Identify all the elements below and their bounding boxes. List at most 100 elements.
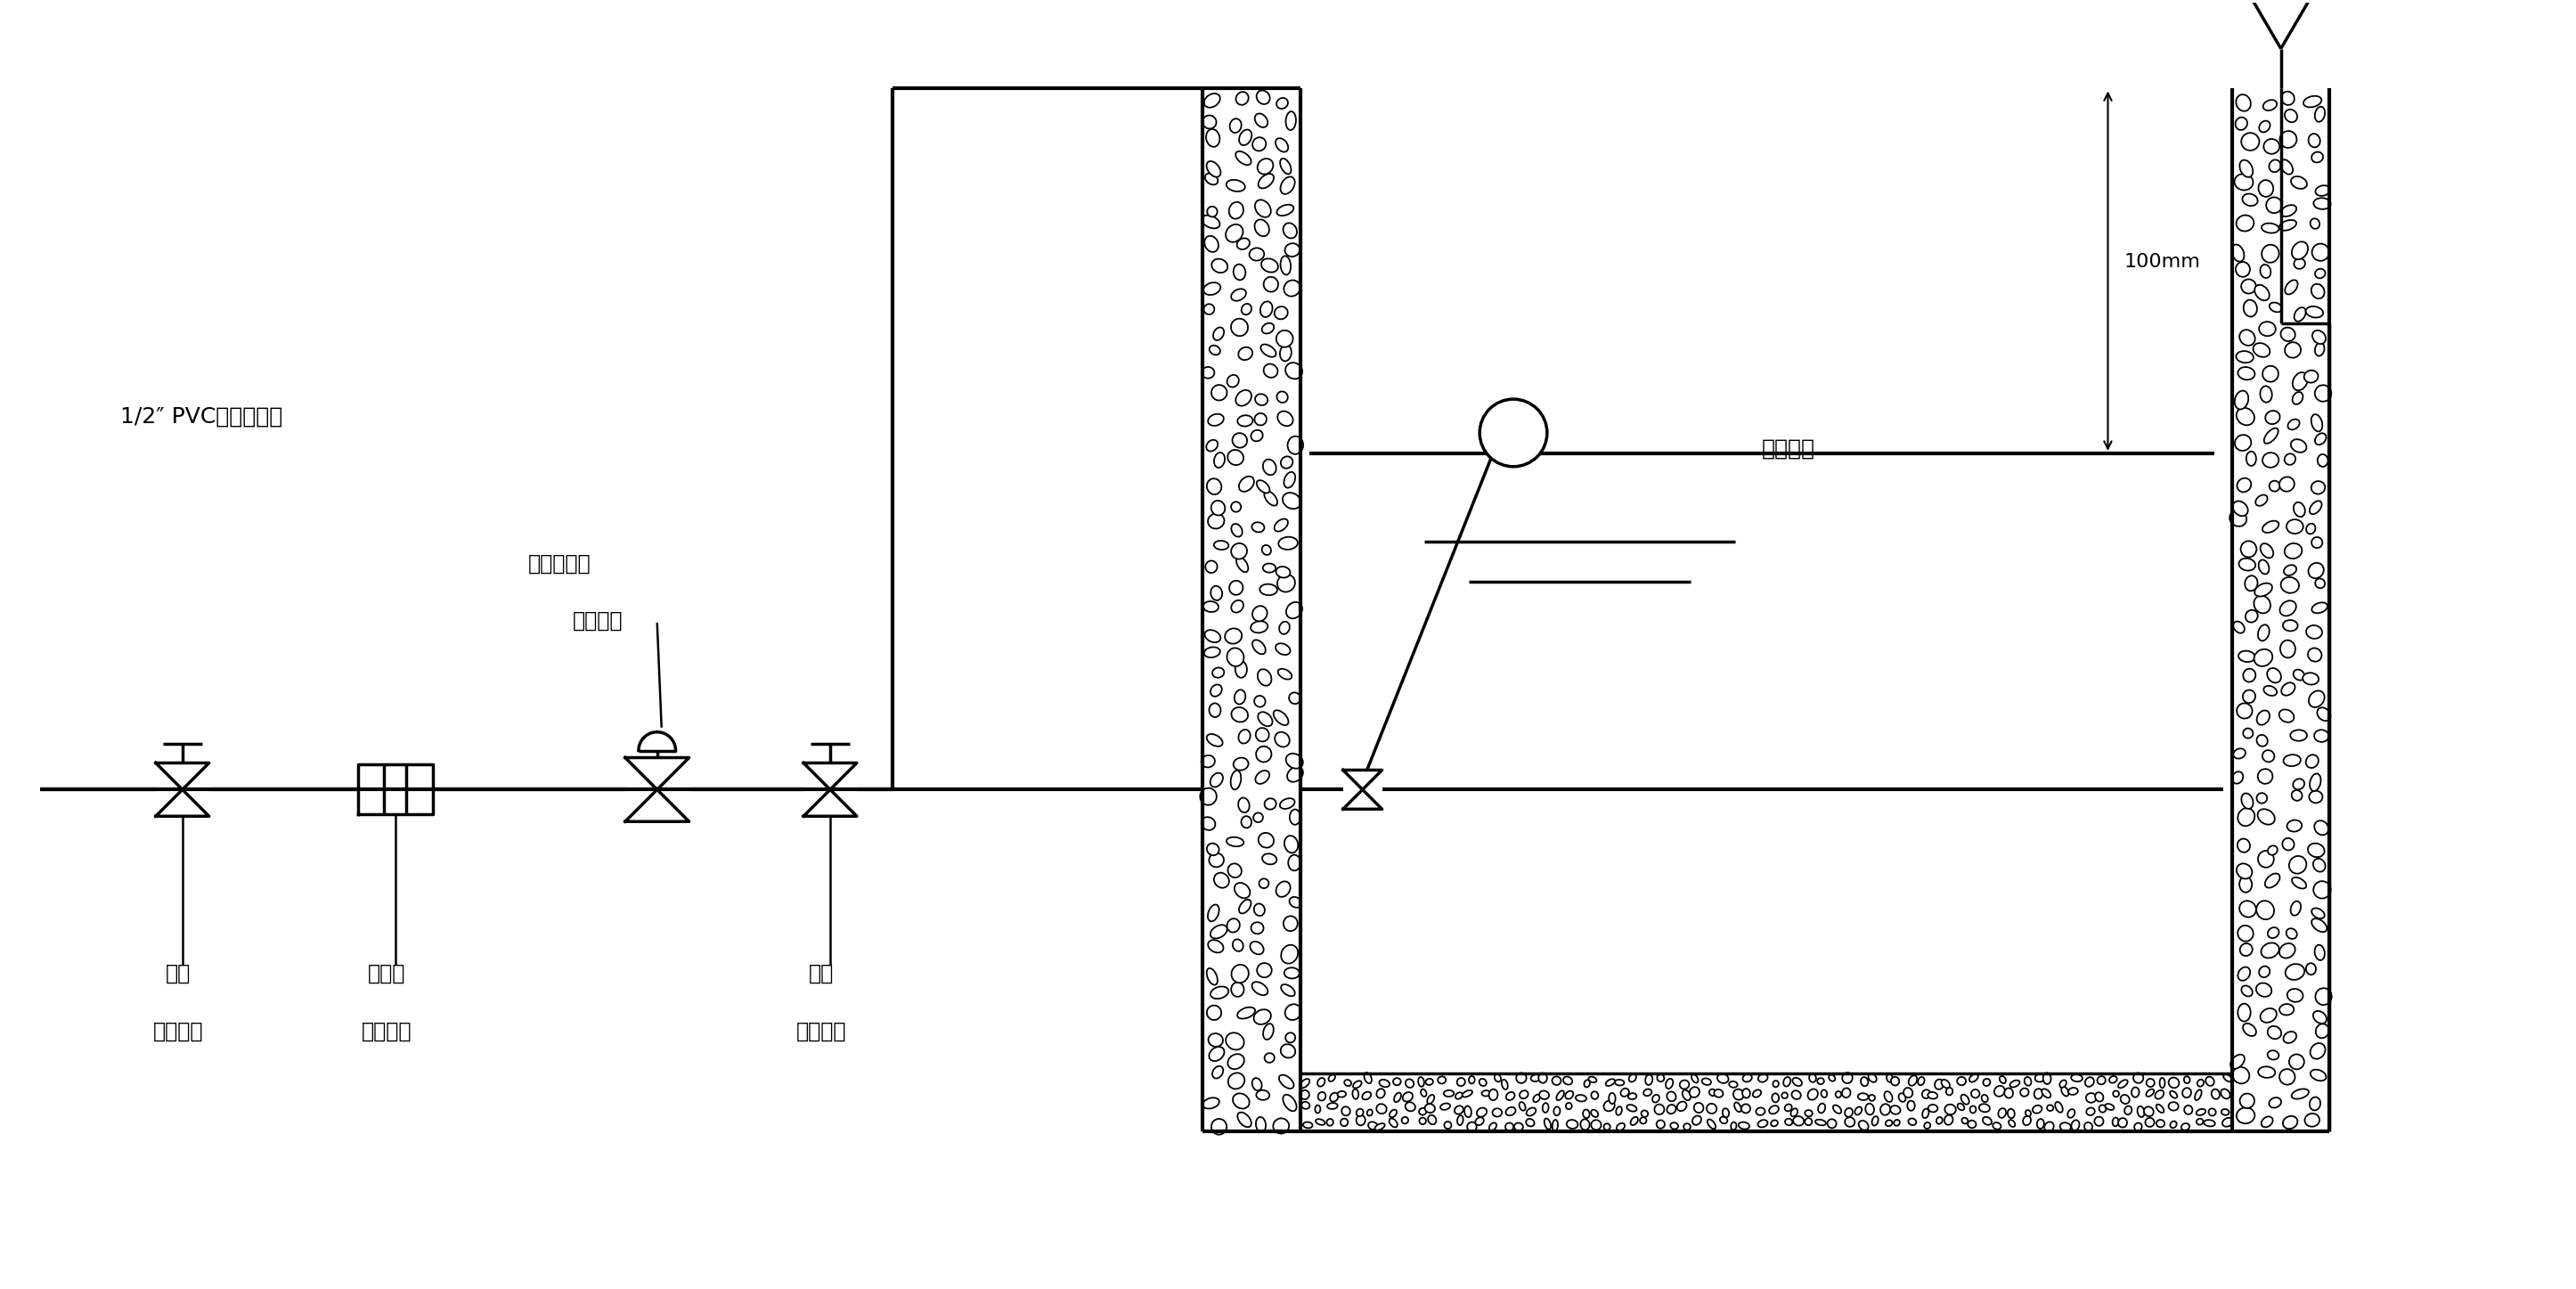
Ellipse shape — [2246, 610, 2257, 623]
Ellipse shape — [2246, 451, 2257, 465]
Ellipse shape — [1257, 481, 1270, 494]
Ellipse shape — [1376, 1103, 1386, 1114]
Ellipse shape — [1229, 202, 1244, 219]
Ellipse shape — [1520, 1090, 1528, 1098]
Ellipse shape — [1211, 385, 1226, 401]
Ellipse shape — [1208, 704, 1221, 717]
Ellipse shape — [2257, 735, 2267, 746]
Ellipse shape — [2069, 1088, 2079, 1094]
Ellipse shape — [2236, 262, 2249, 277]
Ellipse shape — [1929, 1105, 1937, 1112]
Ellipse shape — [1280, 1075, 1293, 1089]
Ellipse shape — [1301, 1079, 1309, 1088]
Ellipse shape — [1538, 1072, 1548, 1083]
Ellipse shape — [2254, 343, 2269, 357]
Ellipse shape — [1291, 897, 1301, 907]
Ellipse shape — [1731, 1123, 1736, 1130]
Ellipse shape — [1543, 1119, 1551, 1129]
Ellipse shape — [1283, 472, 1296, 487]
Ellipse shape — [1968, 1074, 1978, 1081]
Ellipse shape — [2311, 1097, 2321, 1110]
Ellipse shape — [2303, 95, 2321, 107]
Ellipse shape — [2259, 121, 2269, 133]
Ellipse shape — [2306, 523, 2316, 534]
Ellipse shape — [1481, 1090, 1492, 1096]
Ellipse shape — [1515, 1123, 1522, 1130]
Ellipse shape — [1200, 817, 1216, 830]
Ellipse shape — [1741, 1105, 1749, 1114]
Ellipse shape — [2112, 1090, 2120, 1097]
Ellipse shape — [2313, 330, 2326, 344]
Ellipse shape — [1231, 982, 1244, 996]
Ellipse shape — [1723, 1109, 1728, 1118]
Ellipse shape — [1958, 1076, 1965, 1085]
Ellipse shape — [1288, 855, 1301, 870]
Ellipse shape — [1283, 916, 1298, 931]
Ellipse shape — [1744, 1074, 1752, 1081]
Ellipse shape — [2007, 1109, 2014, 1118]
Ellipse shape — [1208, 414, 1224, 425]
Ellipse shape — [1226, 180, 1244, 192]
Ellipse shape — [1793, 1116, 1803, 1125]
Ellipse shape — [1963, 1118, 1968, 1124]
Ellipse shape — [1553, 1107, 1561, 1115]
Ellipse shape — [1770, 1106, 1777, 1114]
Ellipse shape — [1231, 543, 1247, 559]
Ellipse shape — [2236, 94, 2251, 111]
Ellipse shape — [1388, 1110, 1396, 1118]
Ellipse shape — [1355, 1115, 1365, 1125]
Ellipse shape — [1255, 728, 1270, 741]
Ellipse shape — [2316, 1023, 2329, 1038]
Ellipse shape — [1229, 580, 1244, 596]
Ellipse shape — [1793, 1090, 1801, 1100]
Ellipse shape — [2262, 942, 2280, 958]
Ellipse shape — [2306, 963, 2316, 974]
Ellipse shape — [2313, 1011, 2326, 1023]
Ellipse shape — [2236, 215, 2254, 231]
Ellipse shape — [1406, 1079, 1414, 1088]
Ellipse shape — [1203, 115, 1216, 129]
Ellipse shape — [1860, 1078, 1868, 1087]
Ellipse shape — [1419, 1078, 1425, 1087]
Ellipse shape — [1203, 94, 1221, 107]
Ellipse shape — [2223, 1074, 2231, 1081]
Ellipse shape — [2308, 134, 2321, 147]
Ellipse shape — [1229, 450, 1244, 465]
Ellipse shape — [2032, 1106, 2043, 1114]
Ellipse shape — [1445, 1121, 1450, 1129]
Ellipse shape — [1275, 330, 1293, 347]
Ellipse shape — [1239, 730, 1249, 744]
Ellipse shape — [1234, 758, 1249, 771]
Ellipse shape — [2295, 258, 2306, 269]
Ellipse shape — [1419, 1118, 1427, 1124]
Ellipse shape — [1844, 1109, 1852, 1116]
Ellipse shape — [1757, 1107, 1765, 1115]
Ellipse shape — [1280, 621, 1291, 634]
Ellipse shape — [2290, 730, 2308, 741]
Ellipse shape — [2241, 133, 2259, 151]
Ellipse shape — [1816, 1078, 1824, 1084]
Ellipse shape — [1584, 1080, 1589, 1087]
Ellipse shape — [1262, 459, 1275, 476]
Ellipse shape — [1280, 945, 1298, 963]
Ellipse shape — [2048, 1105, 2053, 1111]
Ellipse shape — [1865, 1103, 1875, 1115]
Ellipse shape — [2061, 1123, 2071, 1130]
Ellipse shape — [2233, 749, 2246, 759]
Ellipse shape — [1855, 1107, 1862, 1115]
Ellipse shape — [2311, 773, 2321, 791]
Ellipse shape — [1283, 280, 1301, 296]
Ellipse shape — [1252, 522, 1265, 532]
Ellipse shape — [2259, 387, 2272, 402]
Ellipse shape — [2099, 1105, 2107, 1112]
Ellipse shape — [2280, 709, 2295, 722]
Text: 用户自备: 用户自备 — [796, 1021, 848, 1042]
Ellipse shape — [1641, 1110, 1649, 1118]
Ellipse shape — [1909, 1075, 1917, 1085]
Ellipse shape — [2004, 1088, 2012, 1098]
Ellipse shape — [1208, 940, 1224, 953]
Ellipse shape — [1249, 941, 1265, 954]
Ellipse shape — [2233, 501, 2249, 516]
Ellipse shape — [2308, 843, 2324, 857]
Ellipse shape — [2231, 510, 2246, 526]
